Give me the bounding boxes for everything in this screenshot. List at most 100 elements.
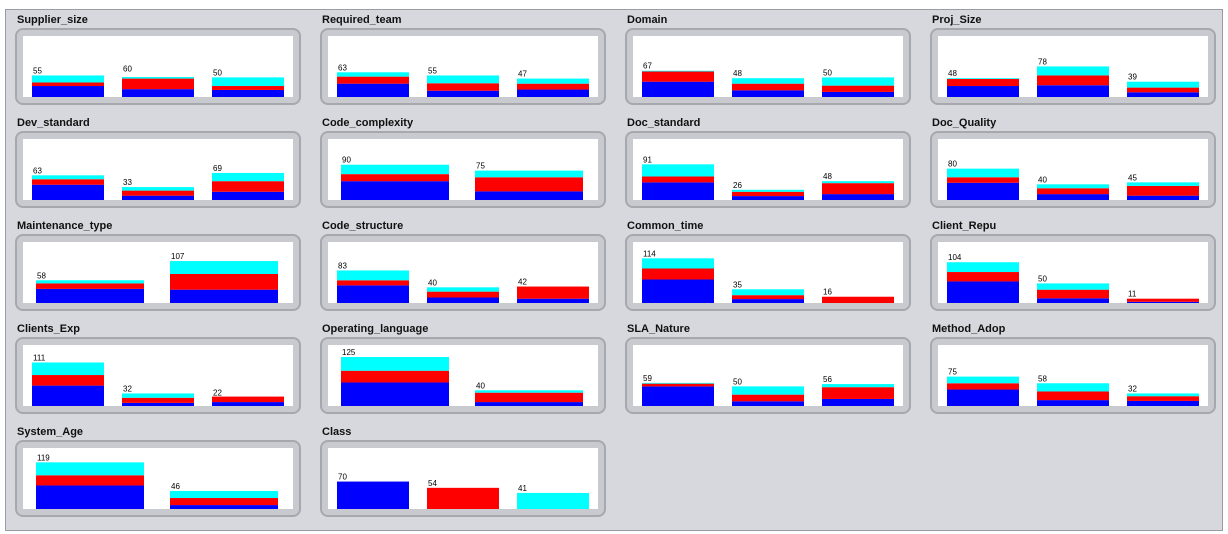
bar-segment [32, 82, 104, 87]
bar-segment [1127, 396, 1199, 401]
bar-segment [822, 85, 894, 92]
bar-value-label: 58 [1038, 374, 1047, 383]
bar-value-label: 45 [1128, 173, 1137, 182]
required-team-bars: 63 55 47 [337, 63, 589, 97]
bar-segment [122, 397, 194, 403]
bar-segment [122, 77, 194, 79]
bar-value-label: 63 [33, 166, 42, 175]
plot-area: 67 48 50 [633, 36, 903, 97]
bar-segment [170, 261, 278, 274]
bar-value-label: 26 [733, 181, 742, 190]
plot-area: 58 107 [23, 242, 293, 303]
bar-segment [732, 191, 804, 197]
chart-frame: 80 40 45 [930, 131, 1216, 208]
bar-segment [1127, 195, 1199, 200]
operating-language-title: Operating_language [322, 323, 429, 335]
bar-segment [427, 297, 499, 303]
bar-segment [212, 77, 284, 87]
bar-value-label: 90 [342, 156, 351, 165]
plot-area: 114 35 16 [633, 242, 903, 303]
bar-segment [1037, 283, 1109, 290]
bar-segment [212, 172, 284, 182]
plot-area: 90 75 [328, 139, 598, 200]
bar-segment [341, 174, 449, 182]
chart-frame: 70 54 41 [320, 440, 606, 517]
bar-value-label: 69 [213, 164, 222, 173]
bar-segment [642, 279, 714, 303]
class-bars: 70 54 41 [337, 473, 589, 509]
bar-segment [732, 386, 804, 395]
doc-quality-title: Doc_Quality [932, 117, 997, 129]
plot-area: 75 58 32 [938, 345, 1208, 406]
chart-frame: 63 55 47 [320, 28, 606, 105]
operating-language-chart: Operating_language 125 40 [313, 320, 619, 423]
code-structure-chart: Code_structure 83 40 42 [313, 217, 619, 320]
bar-segment [947, 182, 1019, 200]
bar-segment [947, 262, 1019, 273]
bar-segment [517, 89, 589, 97]
class-chart: Class 70 54 41 [313, 423, 619, 526]
bar-segment [732, 394, 804, 402]
bar-segment [337, 280, 409, 286]
plot-area: 119 46 [23, 448, 293, 509]
bar-segment [517, 298, 589, 303]
bar-value-label: 125 [342, 348, 356, 357]
maintenance-type-chart: Maintenance_type 58 107 [8, 217, 314, 320]
bar-segment [1127, 185, 1199, 196]
bar-segment [1037, 391, 1109, 401]
bar-segment [642, 70, 714, 72]
bar-segment [341, 357, 449, 371]
bar-segment [1037, 85, 1109, 97]
bar-segment [36, 288, 144, 303]
plot-area: 83 40 42 [328, 242, 598, 303]
code-complexity-bars: 90 75 [341, 156, 583, 200]
domain-bars: 67 48 50 [642, 62, 894, 97]
bar-segment [32, 184, 104, 200]
domain-chart: Domain 67 48 50 [618, 11, 924, 114]
bar-segment [642, 81, 714, 97]
bar-segment [427, 287, 499, 292]
bar-segment [732, 299, 804, 303]
bar-segment [36, 475, 144, 486]
bar-segment [822, 181, 894, 184]
bar-value-label: 41 [518, 484, 527, 493]
bar-value-label: 55 [33, 66, 42, 75]
bar-value-label: 50 [1038, 274, 1047, 283]
supplier-size-bars: 55 60 50 [32, 64, 284, 97]
bar-segment [642, 383, 714, 387]
bar-value-label: 33 [123, 178, 132, 187]
bar-segment [822, 183, 894, 195]
bar-segment [122, 187, 194, 191]
system-age-title: System_Age [17, 426, 84, 438]
bar-segment [822, 384, 894, 388]
bar-segment [1037, 184, 1109, 189]
bar-segment [122, 402, 194, 406]
bar-segment [475, 402, 583, 406]
client-repu-bars: 104 50 11 [947, 253, 1199, 303]
class-title: Class [322, 426, 352, 438]
plot-area: 63 33 69 [23, 139, 293, 200]
bar-segment [341, 164, 449, 175]
bar-segment [1037, 188, 1109, 195]
method-adop-chart: Method_Adop 75 58 32 [923, 320, 1228, 423]
bar-value-label: 50 [213, 68, 222, 77]
code-structure-bars: 83 40 42 [337, 261, 589, 303]
bar-value-label: 35 [733, 280, 742, 289]
bar-value-label: 75 [476, 162, 485, 171]
supplier-size-title: Supplier_size [17, 14, 88, 26]
bar-segment [1037, 66, 1109, 76]
proj-size-chart: Proj_Size 48 78 39 [923, 11, 1228, 114]
plot-area: 104 50 11 [938, 242, 1208, 303]
bar-segment [212, 181, 284, 192]
bar-value-label: 75 [948, 368, 957, 377]
visualization-panel: Supplier_size 55 60 50 Required_team 63 55 47 Do… [5, 9, 1223, 531]
required-team-chart: Required_team 63 55 47 [313, 11, 619, 114]
bar-value-label: 60 [123, 64, 132, 73]
bar-value-label: 56 [823, 375, 832, 384]
bar-segment [1127, 182, 1199, 186]
bar-value-label: 59 [643, 374, 652, 383]
domain-title: Domain [627, 14, 668, 26]
bar-segment [947, 168, 1019, 178]
bar-segment [642, 386, 714, 406]
bar-segment [1127, 400, 1199, 406]
